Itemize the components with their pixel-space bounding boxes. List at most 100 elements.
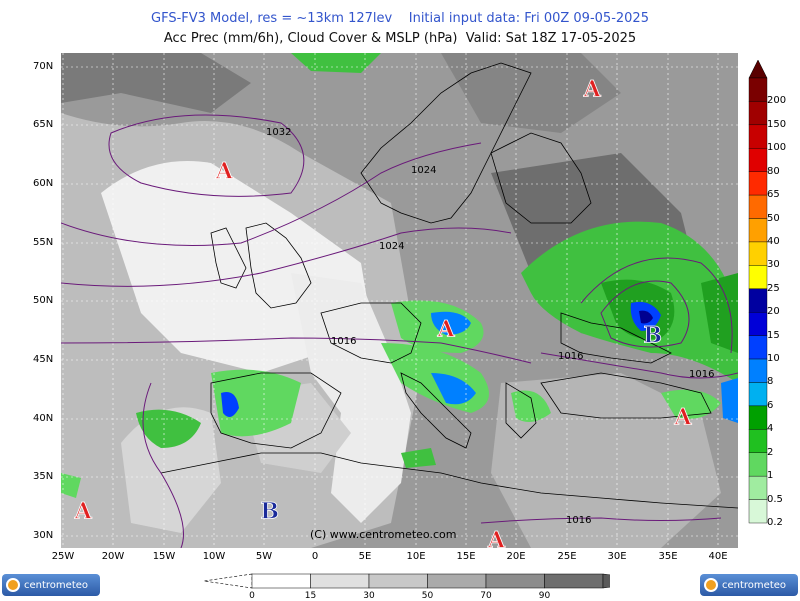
colorbar-label: 0.5 xyxy=(767,493,783,505)
colorbar-label: 40 xyxy=(767,235,780,247)
high-pressure-marker: A xyxy=(437,317,456,343)
colorbar-label: 65 xyxy=(767,189,780,201)
lat-label: 55N xyxy=(33,237,54,248)
colorbar-label: 30 xyxy=(767,259,780,271)
cloud-bar-swatch xyxy=(310,573,370,589)
colorbar-swatch xyxy=(748,335,768,360)
isobar-label: 1024 xyxy=(411,165,436,176)
colorbar-label: 50 xyxy=(767,212,780,224)
lat-label: 60N xyxy=(33,178,54,189)
cloud-bar-left-arrow xyxy=(203,573,253,589)
lat-label: 45N xyxy=(33,354,54,365)
lon-label: 10E xyxy=(406,551,426,562)
cloud-bar-label: 30 xyxy=(363,591,375,601)
lon-label: 40E xyxy=(708,551,728,562)
colorbar-swatch xyxy=(748,241,768,266)
lon-label: 15W xyxy=(152,551,176,562)
lat-label: 65N xyxy=(33,119,54,130)
lon-label: 15E xyxy=(456,551,476,562)
lon-label: 20W xyxy=(101,551,125,562)
high-pressure-marker: A xyxy=(74,498,93,524)
colorbar-swatch xyxy=(748,358,768,383)
cloud-bar-swatch xyxy=(368,573,428,589)
coastlines xyxy=(160,62,738,509)
isobar-label: 1024 xyxy=(379,241,404,252)
cloud-bar-label: 15 xyxy=(304,591,317,601)
logo-text: centrometeo xyxy=(24,579,89,591)
cloud-bar-swatch xyxy=(485,573,545,589)
colorbar-label: 25 xyxy=(767,282,780,294)
colorbar-swatch xyxy=(748,499,768,524)
lon-label: 10W xyxy=(202,551,226,562)
lat-label: 70N xyxy=(33,61,54,72)
colorbar-swatch xyxy=(748,194,768,219)
lon-label: 5W xyxy=(255,551,273,562)
cloud-bar-label: 70 xyxy=(480,591,492,601)
colorbar-swatch xyxy=(748,171,768,196)
copyright-text: (C) www.centrometeo.com xyxy=(310,528,457,541)
colorbar-label: 4 xyxy=(767,423,774,435)
lat-label: 35N xyxy=(33,471,54,482)
precip-colorbar xyxy=(748,60,768,524)
cloud-cover-bar xyxy=(203,573,610,589)
lat-label: 50N xyxy=(33,295,54,306)
colorbar-swatch xyxy=(748,101,768,126)
colorbar-swatch xyxy=(748,218,768,243)
isobars xyxy=(61,114,738,548)
colorbar-label: 20 xyxy=(767,306,780,318)
colorbar-swatch xyxy=(748,148,768,172)
lat-label: 30N xyxy=(33,530,54,541)
cloud-bar-label: 0 xyxy=(249,591,255,601)
colorbar-top-arrow xyxy=(748,60,768,79)
lon-label: 25E xyxy=(557,551,577,562)
colorbar-swatch xyxy=(748,77,768,102)
colorbar-swatch xyxy=(748,312,768,336)
colorbar-swatch xyxy=(748,429,768,453)
colorbar-swatch xyxy=(748,124,768,149)
logo-icon xyxy=(6,578,20,592)
colorbar-label: 1 xyxy=(767,470,774,482)
colorbar-swatch xyxy=(748,288,768,313)
isobar-label: 1016 xyxy=(566,515,591,526)
lon-label: 25W xyxy=(51,551,75,562)
title-field-info: Acc Prec (mm/6h), Cloud Cover & MSLP (hP… xyxy=(163,31,637,46)
lon-label: 5E xyxy=(358,551,372,562)
lon-label: 0 xyxy=(311,551,319,562)
colorbar-swatch xyxy=(748,382,768,407)
colorbar-label: 150 xyxy=(767,118,787,130)
cloud-bar-right-arrow xyxy=(602,573,610,589)
colorbar-swatch xyxy=(748,265,768,289)
logo-text: centrometeo xyxy=(722,579,787,591)
cloud-bar-swatch xyxy=(544,573,604,589)
isobar-label: 1016 xyxy=(331,336,356,347)
colorbar-label: 15 xyxy=(767,329,780,341)
isobar-label: 1032 xyxy=(266,127,291,138)
colorbar-label: 2 xyxy=(767,446,774,458)
isobar-label: 1016 xyxy=(689,369,714,380)
colorbar-label: 8 xyxy=(767,376,774,388)
colorbar-label: 6 xyxy=(767,399,774,411)
colorbar-swatch xyxy=(748,475,768,500)
colorbar-label: 100 xyxy=(767,142,787,154)
lon-label: 20E xyxy=(506,551,526,562)
weather-map: 1032 1024 1024 1016 1016 1016 1016 AAA BA… xyxy=(61,53,738,548)
high-pressure-marker: A xyxy=(487,528,506,548)
logo-icon xyxy=(704,578,718,592)
colorbar-swatch xyxy=(748,405,768,430)
lon-label: 30E xyxy=(607,551,627,562)
pressure-centers: A A A B A A B A xyxy=(73,76,693,548)
high-pressure-marker: A xyxy=(583,76,602,102)
centrometeo-logo-right[interactable]: centrometeo xyxy=(700,574,798,596)
colorbar-label: 200 xyxy=(767,95,787,107)
lat-label: 40N xyxy=(33,413,54,424)
cloud-bar-swatch xyxy=(251,573,311,589)
high-pressure-marker: A xyxy=(673,405,692,431)
colorbar-label: 80 xyxy=(767,165,780,177)
colorbar-label: 0.2 xyxy=(767,517,783,528)
low-pressure-marker: B xyxy=(260,498,279,524)
cloud-bar-label: 50 xyxy=(421,591,434,601)
low-pressure-marker: B xyxy=(643,323,662,349)
centrometeo-logo-left[interactable]: centrometeo xyxy=(2,574,100,596)
cloud-bar-swatch xyxy=(427,573,487,589)
cloud-bar-label: 90 xyxy=(538,591,551,601)
